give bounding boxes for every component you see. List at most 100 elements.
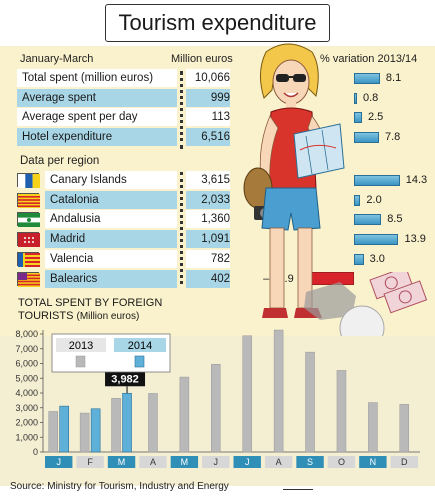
summary_rows-variation-bar xyxy=(354,92,357,104)
y-tick-label: 0 xyxy=(33,447,38,457)
bar-2013-N xyxy=(368,402,378,453)
region_rows-value: 402 xyxy=(186,269,230,288)
region_rows-value: 2,033 xyxy=(186,190,230,209)
region-header: Data per region xyxy=(20,155,100,167)
flag-icon-catalonia xyxy=(17,192,40,208)
flag-icon-valencia xyxy=(17,251,40,267)
summary_rows-variation-bar xyxy=(354,112,362,124)
legend-2014-label: 2014 xyxy=(128,340,152,352)
summary_rows-variation-label: 7.8 xyxy=(384,131,401,144)
y-tick-label: 1,000 xyxy=(15,432,38,442)
month-band xyxy=(233,456,261,468)
y-tick-label: 8,000 xyxy=(15,329,38,339)
bar-2013-J xyxy=(211,363,221,453)
region_rows-variation-bar xyxy=(354,175,400,186)
bar-2013-O xyxy=(336,370,347,453)
summary_rows-value: 10,066 xyxy=(186,69,230,87)
bar-2013-A xyxy=(148,393,158,453)
chart-title-line1: TOTAL SPENT BY FOREIGN xyxy=(18,297,163,309)
region_rows-variation-label: 13.9 xyxy=(404,233,426,246)
region_rows-label: Canary Islands xyxy=(45,171,177,189)
x-tick-label: S xyxy=(307,457,313,467)
chart-title-unit: (Million euros) xyxy=(76,311,140,322)
month-band xyxy=(139,456,167,468)
bar-2013-D xyxy=(399,404,410,453)
bar-2014-J xyxy=(59,405,70,453)
bar-2014-M xyxy=(122,392,132,453)
month-band xyxy=(327,456,356,468)
legend-2014-swatch xyxy=(134,355,145,368)
legend-2013-header xyxy=(56,338,106,352)
bar-2013-M xyxy=(111,398,121,453)
region_rows-label: Catalonia xyxy=(45,190,177,209)
x-tick-label: M xyxy=(118,457,126,467)
summary_rows-variation-label: 8.1 xyxy=(385,72,402,84)
region_rows-label: Balearics xyxy=(45,269,177,288)
summary_rows-value: 999 xyxy=(186,88,230,107)
monthly-bar-chart: 0 1,000 2,000 3,000 4,000 5,000 6,000 7,000 8,00… xyxy=(15,329,420,468)
tourist-illustration xyxy=(243,43,345,318)
chart-title: TOTAL SPENT BY FOREIGN TOURISTS (Million… xyxy=(18,297,162,323)
flag-icon-andalusia xyxy=(17,212,40,228)
summary_rows-value: 6,516 xyxy=(186,128,230,147)
region_rows-variation-bar xyxy=(354,234,399,246)
flag-icon-madrid xyxy=(17,232,40,248)
month-band xyxy=(76,456,104,468)
x-tick-label: M xyxy=(181,457,189,467)
legend-2014-header xyxy=(114,338,166,352)
summary_rows-label: Average spent per day xyxy=(17,108,177,127)
bar-2013-S xyxy=(305,351,315,453)
bar-2013-A xyxy=(273,329,284,453)
annotation-box xyxy=(105,371,146,387)
summary_rows-variation-label: 2.5 xyxy=(368,111,384,124)
variation-header: % variation 2013/14 xyxy=(320,53,418,65)
y-tick-label: 7,000 xyxy=(15,344,38,354)
annotation-label: 3,982 xyxy=(111,373,139,385)
bar-2013-M xyxy=(179,376,190,453)
region_rows-variation-label: 2.0 xyxy=(366,193,382,206)
bar-2013-J xyxy=(242,335,252,453)
summary_rows-label: Total spent (million euros) xyxy=(17,69,177,87)
period-header: January-March xyxy=(20,53,94,65)
x-tick-label: A xyxy=(150,457,156,467)
region_rows-variation-label: 14.3 xyxy=(405,174,428,186)
region_rows-variation-bar xyxy=(354,194,361,206)
flag-icon-balearics xyxy=(17,271,40,287)
source-note: Source: Ministry for Tourism, Industry a… xyxy=(10,481,229,492)
source-rule xyxy=(283,489,313,490)
flag-icon-canary xyxy=(17,173,40,188)
page-title: Tourism expenditure xyxy=(105,4,330,42)
region_rows-variation-label: 3.0 xyxy=(369,252,385,265)
region_rows-label: Andalusia xyxy=(45,210,177,229)
y-tick-label: 2,000 xyxy=(15,418,38,428)
region_rows-value: 782 xyxy=(186,249,230,268)
y-tick-label: 5,000 xyxy=(15,373,38,383)
region_rows-variation-label: 8.5 xyxy=(387,213,403,226)
region_rows-variation-bar xyxy=(354,214,382,226)
month-band xyxy=(202,456,230,468)
month-band xyxy=(296,456,324,468)
x-tick-label: J xyxy=(214,457,219,467)
month-band xyxy=(390,456,418,468)
summary_rows-variation-bar xyxy=(354,132,379,144)
x-tick-label: A xyxy=(276,457,282,467)
region_rows-value: 1,360 xyxy=(186,210,230,229)
x-tick-label: O xyxy=(338,457,345,467)
x-tick-label: J xyxy=(245,457,250,467)
unit-header: Million euros xyxy=(171,53,233,65)
dotted-separator xyxy=(180,172,183,284)
region_rows-label: Madrid xyxy=(45,230,177,249)
month-band xyxy=(170,456,199,468)
y-tick-label: 6,000 xyxy=(15,359,38,369)
bar-2014-F xyxy=(90,408,101,453)
dotted-separator xyxy=(180,71,183,149)
x-tick-label: F xyxy=(87,457,93,467)
x-tick-label: D xyxy=(401,457,408,467)
x-tick-label: J xyxy=(56,457,61,467)
legend-2013-swatch xyxy=(75,355,86,368)
summary_rows-label: Average spent xyxy=(17,88,177,107)
legend-2013-label: 2013 xyxy=(69,340,93,352)
summary_rows-variation-label: 0.8 xyxy=(363,91,379,104)
x-tick-label: N xyxy=(370,457,377,467)
